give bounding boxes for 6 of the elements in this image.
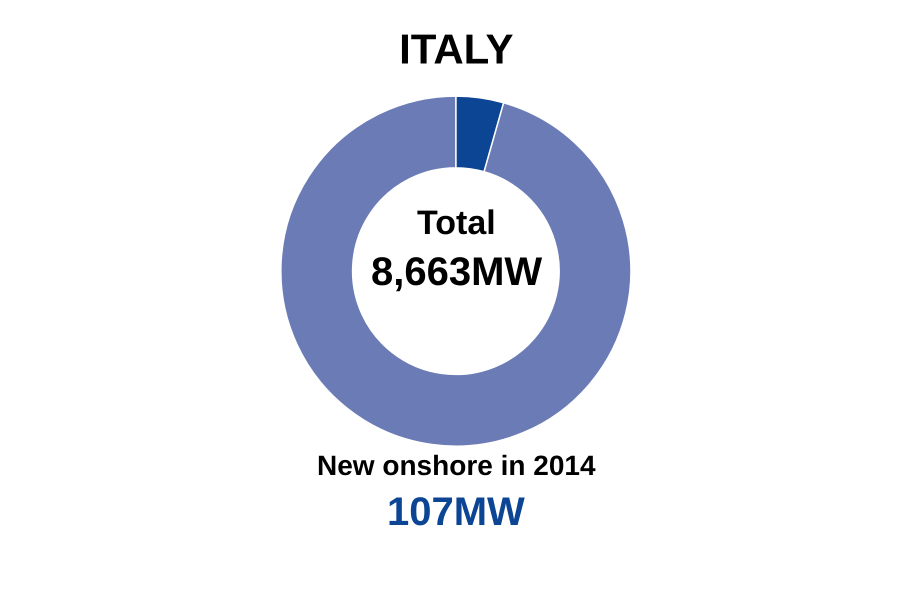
text: 8,663MW [371, 250, 542, 294]
donut-slice [280, 95, 632, 447]
chart-title: ITALY [399, 26, 514, 73]
text: New onshore in 2014 [317, 450, 596, 481]
text: Total [417, 204, 496, 242]
text: 107MW [387, 490, 526, 534]
